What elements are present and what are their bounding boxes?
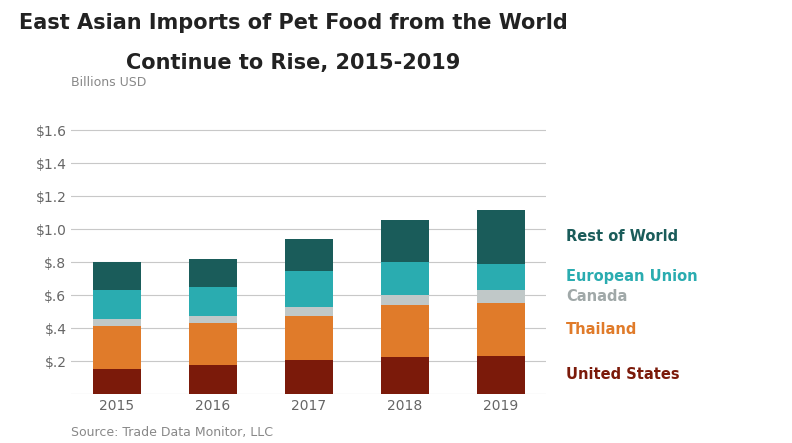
Bar [93,291,141,319]
Bar [285,307,333,316]
Bar [381,357,429,394]
Bar [477,210,525,264]
Text: Continue to Rise, 2015-2019: Continue to Rise, 2015-2019 [126,53,460,73]
Bar [188,316,237,323]
Text: Billions USD: Billions USD [71,76,147,89]
Bar [285,239,333,271]
Text: United States: United States [566,367,680,382]
Text: Rest of World: Rest of World [566,229,679,244]
Bar [93,319,141,326]
Bar [93,326,141,369]
Text: East Asian Imports of Pet Food from the World: East Asian Imports of Pet Food from the … [19,13,567,33]
Bar [93,262,141,291]
Bar [477,303,525,356]
Bar [381,295,429,305]
Bar [188,287,237,316]
Text: Thailand: Thailand [566,322,638,337]
Bar [477,356,525,394]
Bar [188,365,237,394]
Bar [188,323,237,365]
Bar [477,264,525,290]
Bar [285,271,333,307]
Bar [285,361,333,394]
Text: European Union: European Union [566,269,698,284]
Bar [285,316,333,361]
Text: Canada: Canada [566,289,627,303]
Bar [188,259,237,287]
Bar [93,369,141,394]
Bar [477,290,525,303]
Bar [381,261,429,295]
Bar [381,305,429,357]
Bar [381,220,429,261]
Text: Source: Trade Data Monitor, LLC: Source: Trade Data Monitor, LLC [71,426,273,439]
